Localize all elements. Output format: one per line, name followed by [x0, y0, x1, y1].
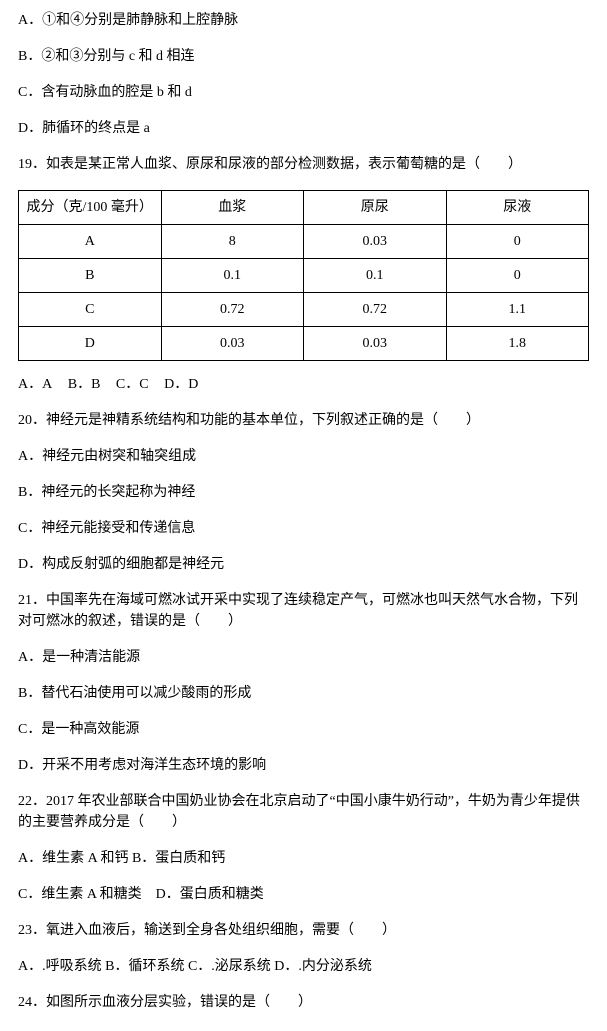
- table-row: D 0.03 0.03 1.8: [19, 327, 589, 361]
- q20-option-d: D．构成反射弧的细胞都是神经元: [18, 554, 589, 575]
- table-row: B 0.1 0.1 0: [19, 259, 589, 293]
- q20-option-a: A．神经元由树突和轴突组成: [18, 446, 589, 467]
- table-row: C 0.72 0.72 1.1: [19, 293, 589, 327]
- q21-option-b: B．替代石油使用可以减少酸雨的形成: [18, 683, 589, 704]
- col-header: 成分（克/100 毫升）: [19, 191, 162, 225]
- q20-option-c: C．神经元能接受和传递信息: [18, 518, 589, 539]
- ans-b: B．B: [68, 377, 101, 392]
- data-table: 成分（克/100 毫升） 血浆 原尿 尿液 A 8 0.03 0 B 0.1 0…: [18, 190, 589, 361]
- q19-answers: A．A B．B C．C D．D: [18, 374, 589, 395]
- cell: 1.1: [446, 293, 589, 327]
- cell: 0.72: [304, 293, 447, 327]
- question-23: 23．氧进入血液后，输送到全身各处组织细胞，需要（ ）: [18, 920, 589, 941]
- question-24: 24．如图所示血液分层实验，错误的是（ ）: [18, 992, 589, 1013]
- question-21: 21．中国率先在海域可燃冰试开采中实现了连续稳定产气，可燃冰也叫天然气水合物，下…: [18, 590, 589, 632]
- q21-option-c: C．是一种高效能源: [18, 719, 589, 740]
- cell: 0: [446, 259, 589, 293]
- table-row: A 8 0.03 0: [19, 225, 589, 259]
- col-header: 尿液: [446, 191, 589, 225]
- ans-d: D．D: [164, 377, 198, 392]
- cell: B: [19, 259, 162, 293]
- cell: 0.03: [161, 327, 304, 361]
- question-22: 22．2017 年农业部联合中国奶业协会在北京启动了“中国小康牛奶行动”，牛奶为…: [18, 791, 589, 833]
- q22-options-cd: C．维生素 A 和糖类 D．蛋白质和糖类: [18, 884, 589, 905]
- q23-options: A．.呼吸系统 B．循环系统 C．.泌尿系统 D．.内分泌系统: [18, 956, 589, 977]
- cell: 0.1: [304, 259, 447, 293]
- q21-option-d: D．开采不用考虑对海洋生态环境的影响: [18, 755, 589, 776]
- cell: 8: [161, 225, 304, 259]
- cell: 1.8: [446, 327, 589, 361]
- option-a: A．①和④分别是肺静脉和上腔静脉: [18, 10, 589, 31]
- ans-c: C．C: [116, 377, 149, 392]
- q21-option-a: A．是一种清洁能源: [18, 647, 589, 668]
- q20-option-b: B．神经元的长突起称为神经: [18, 482, 589, 503]
- col-header: 原尿: [304, 191, 447, 225]
- cell: 0.03: [304, 225, 447, 259]
- cell: A: [19, 225, 162, 259]
- cell: D: [19, 327, 162, 361]
- cell: 0.72: [161, 293, 304, 327]
- option-b: B．②和③分别与 c 和 d 相连: [18, 46, 589, 67]
- table-header-row: 成分（克/100 毫升） 血浆 原尿 尿液: [19, 191, 589, 225]
- cell: 0: [446, 225, 589, 259]
- cell: 0.1: [161, 259, 304, 293]
- cell: C: [19, 293, 162, 327]
- ans-a: A．A: [18, 377, 52, 392]
- option-c: C．含有动脉血的腔是 b 和 d: [18, 82, 589, 103]
- cell: 0.03: [304, 327, 447, 361]
- question-20: 20．神经元是神精系统结构和功能的基本单位，下列叙述正确的是（ ）: [18, 410, 589, 431]
- q22-options-ab: A．维生素 A 和钙 B．蛋白质和钙: [18, 848, 589, 869]
- option-d: D．肺循环的终点是 a: [18, 118, 589, 139]
- col-header: 血浆: [161, 191, 304, 225]
- question-19: 19．如表是某正常人血浆、原尿和尿液的部分检测数据，表示葡萄糖的是（ ）: [18, 154, 589, 175]
